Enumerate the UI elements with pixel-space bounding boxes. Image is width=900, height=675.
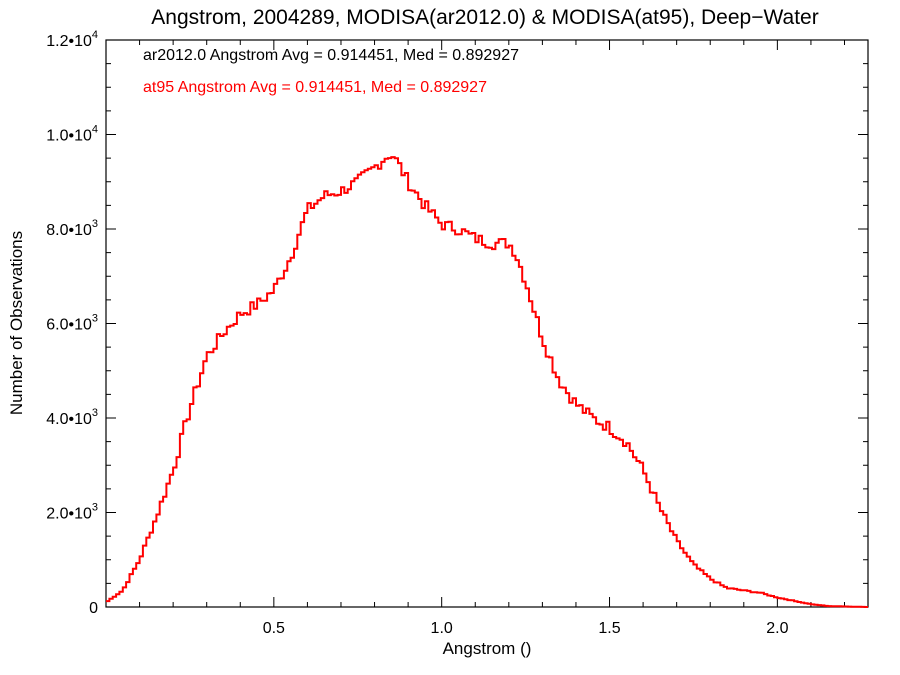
legend-ar2012-stats: ar2012.0 Angstrom Avg = 0.914451, Med = … (143, 47, 519, 64)
x-tick-label: 0.5 (263, 620, 285, 637)
y-tick-label: 1.0•104 (46, 124, 98, 145)
x-tick-label: 2.0 (766, 620, 788, 637)
y-tick-label: 0 (89, 600, 98, 617)
y-tick-label: 1.2•104 (46, 29, 98, 50)
y-tick-label: 6.0•103 (46, 313, 98, 334)
x-axis-label: Angstrom () (443, 639, 532, 658)
x-tick-label: 1.0 (431, 620, 453, 637)
y-tick-label: 8.0•103 (46, 218, 98, 239)
y-axis-label: Number of Observations (7, 231, 26, 415)
legend-at95-stats: at95 Angstrom Avg = 0.914451, Med = 0.89… (143, 79, 487, 96)
chart-title: Angstrom, 2004289, MODISA(ar2012.0) & MO… (151, 6, 818, 29)
histogram-series-at95 (106, 156, 868, 608)
x-axis-ticks: 0.5 1.0 1.5 2.0 (139, 40, 846, 637)
x-tick-label: 1.5 (598, 620, 620, 637)
plot-frame (105, 39, 869, 608)
y-tick-label: 2.0•103 (46, 502, 98, 523)
y-tick-label: 4.0•103 (46, 407, 98, 428)
y-axis-ticks: 0 2.0•103 4.0•103 6.0•103 8.0•103 1.0•104 1.2•… (46, 29, 868, 617)
